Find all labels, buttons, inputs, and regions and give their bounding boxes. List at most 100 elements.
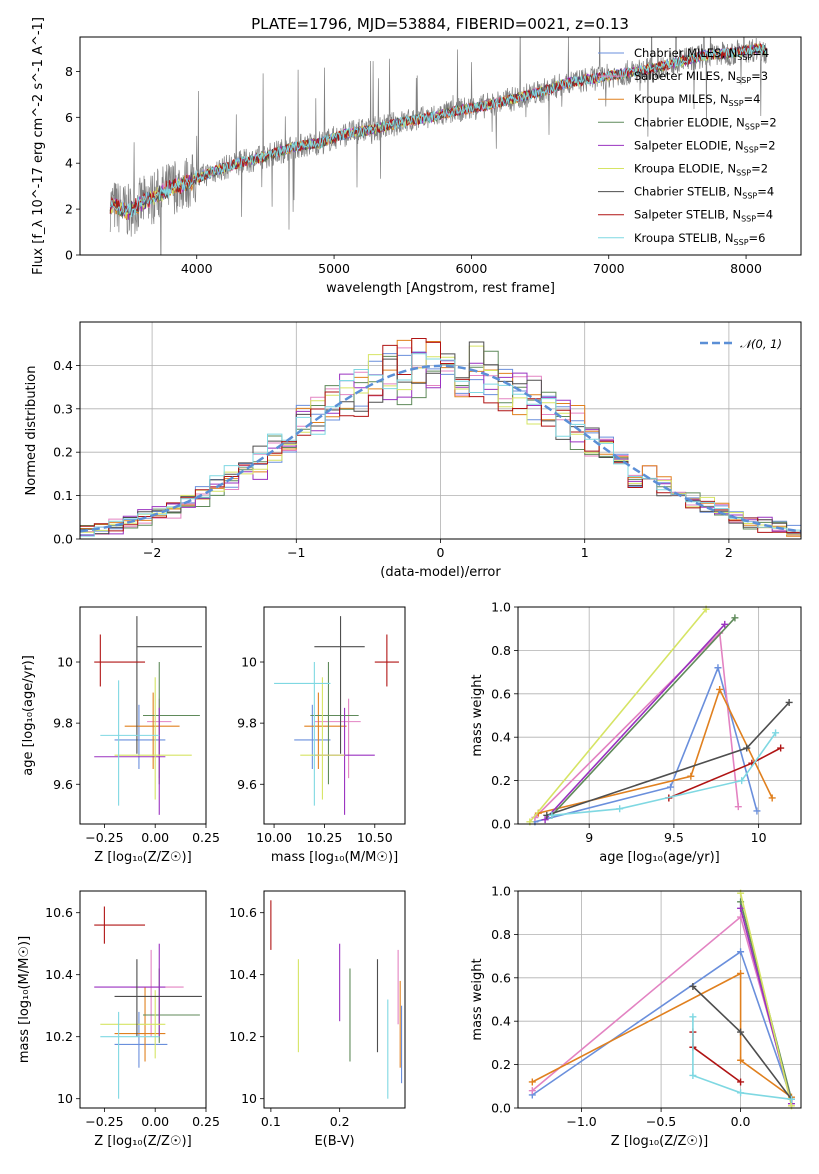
spectrum-frame xyxy=(79,36,802,256)
weight_age-ylabel: mass weight xyxy=(470,674,485,756)
figure-title: PLATE=1796, MJD=53884, FIBERID=0021, z=0… xyxy=(251,15,629,33)
mass-z-panel: −0.25 0.00 0.25 10 10.2 10.4 10.6 Z [log₁₀(Z/Z☉… xyxy=(17,890,220,1149)
residuals-panel: −2 −1 0 1 2 0.0 0.1 0.2 0.3 0.4 (data-model)/error… xyxy=(24,321,802,580)
weight_age-marker-salpeter-stelib-2 xyxy=(777,744,785,752)
age_mass-xtick-label-0: 10.00 xyxy=(256,830,292,845)
weight_age-line-kroupa-miles xyxy=(538,687,773,814)
weight_z-marker-kroupa-stelib-1 xyxy=(689,1071,697,1079)
legend-label-salpeter-elodie: Salpeter ELODIE, NSSP=2 xyxy=(634,138,776,154)
weight_age-marker-chabrier-miles-2 xyxy=(714,664,722,672)
weight_z-marker-chabrier-stelib-0 xyxy=(689,982,697,990)
spectrum-ytick-label-4: 8 xyxy=(65,64,73,79)
residuals-xtick-label-1: −1 xyxy=(287,545,305,560)
age-z-panel: −0.25 0.00 0.25 9.6 9.8 10 Z [log₁₀(Z/Z☉)] age … xyxy=(21,606,220,865)
weight_z-xtick-label-2: 0.0 xyxy=(731,1114,751,1129)
weight_age-marker-kroupa-stelib-3 xyxy=(772,729,780,737)
spectrum-ytick-label-2: 4 xyxy=(65,156,73,171)
spectrum-ytick-label-3: 6 xyxy=(65,110,73,125)
weight_z-line-kroupa-stelib xyxy=(692,1016,792,1101)
weight_age-line-kroupa-elodie xyxy=(529,608,707,823)
spectrum-panel: 4000 5000 6000 7000 8000 0 2 4 6 8 wavelength [Ang… xyxy=(31,17,802,296)
spectrum-ytick-label-1: 2 xyxy=(65,202,73,217)
weight-z-panel: −1.0 −0.5 0.0 0.0 0.2 0.4 0.6 0.8 1.0 Z [log₁₀(Z/… xyxy=(470,884,802,1149)
normal-curve xyxy=(79,364,802,533)
weight_age-ytick-label-2: 0.4 xyxy=(491,730,511,745)
residuals-xtick-label-2: 0 xyxy=(437,545,445,560)
weight_age-marker-kroupa-stelib-1 xyxy=(616,805,624,813)
age_z-xtick-label-2: 0.25 xyxy=(192,830,220,845)
spectrum-xlabel: wavelength [Angstrom, rest frame] xyxy=(326,281,555,296)
weight_age-xlabel: age [log₁₀(age/yr)] xyxy=(599,850,720,865)
residuals-ytick-label-1: 0.1 xyxy=(53,488,73,503)
weight_z-ytick-label-2: 0.4 xyxy=(491,1014,511,1029)
weight_z-marker-kroupa-miles-0 xyxy=(528,1078,536,1086)
weight_z-ytick-label-3: 0.6 xyxy=(491,970,511,985)
weight_age-marker-chabrier-miles-1 xyxy=(667,783,675,791)
weight_age-marker-salpeter-elodie-0 xyxy=(541,816,549,824)
weight_z-xtick-label-1: −0.5 xyxy=(646,1114,676,1129)
spectrum-model-kroupa-stelib xyxy=(109,44,767,218)
weight_z-marker-kroupa-miles-1 xyxy=(737,969,745,977)
legend-label-kroupa-elodie: Kroupa ELODIE, NSSP=2 xyxy=(634,162,768,178)
mass_z-ytick-label-1: 10.2 xyxy=(45,1029,73,1044)
weight_z-ytick-label-1: 0.2 xyxy=(491,1057,511,1072)
weight_age-marker-kroupa-miles-2 xyxy=(716,685,724,693)
weight_age-marker-salpeter-elodie-1 xyxy=(721,620,729,628)
mass_ebv-frame xyxy=(263,890,406,1109)
residuals-ytick-label-3: 0.3 xyxy=(53,401,73,416)
weight_age-xtick-label-1: 9.5 xyxy=(664,830,684,845)
spectrum-xtick-label-0: 4000 xyxy=(181,261,213,276)
weight_age-line-chabrier-miles xyxy=(534,665,758,823)
weight_age-ytick-label-1: 0.2 xyxy=(491,773,511,788)
weight_age-marker-chabrier-stelib-1 xyxy=(743,744,751,752)
age_mass-xtick-label-2: 10.50 xyxy=(357,830,393,845)
age_mass-xlabel: mass [log₁₀(M/M☉)] xyxy=(271,850,398,865)
weight_age-xtick-label-2: 10 xyxy=(751,830,767,845)
mass_ebv-ytick-label-2: 10.4 xyxy=(229,967,257,982)
age_mass-xtick-label-1: 10.25 xyxy=(307,830,343,845)
weight_z-line-chabrier-miles xyxy=(531,950,793,1100)
residuals-ytick-label-0: 0.0 xyxy=(53,532,73,547)
weight_z-xtick-label-0: −1.0 xyxy=(566,1114,596,1129)
weight_age-marker-chabrier-stelib-2 xyxy=(785,698,793,706)
weight_z-marker-salpeter-miles-0 xyxy=(528,1087,536,1095)
weight-age-panel: 9 9.5 10 0.0 0.2 0.4 0.6 0.8 1.0 age [log₁₀(age/y… xyxy=(470,600,802,865)
spectrum-ylabel: Flux [f_λ 10^-17 erg cm^-2 s^-1 A^-1] xyxy=(31,17,46,275)
residuals-ytick-label-2: 0.2 xyxy=(53,445,73,460)
mass_ebv-ytick-label-3: 10.6 xyxy=(229,905,257,920)
weight_z-marker-chabrier-miles-1 xyxy=(737,948,745,956)
weight_age-xtick-label-0: 9 xyxy=(585,830,593,845)
weight_age-marker-kroupa-miles-3 xyxy=(768,794,776,802)
weight_age-marker-kroupa-miles-1 xyxy=(687,772,695,780)
residuals-frame xyxy=(79,321,802,540)
legend-label-salpeter-stelib: Salpeter STELIB, NSSP=4 xyxy=(634,208,773,224)
mass_z-xlabel: Z [log₁₀(Z/Z☉)] xyxy=(94,1134,191,1149)
weight_z-marker-salpeter-stelib-2 xyxy=(737,1078,745,1086)
mass_ebv-xlabel: E(B-V) xyxy=(314,1134,354,1149)
mass-ebv-panel: 0.1 0.2 10 10.2 10.4 10.6 E(B-V) xyxy=(229,890,406,1149)
age_mass-ytick-label-0: 9.6 xyxy=(237,777,257,792)
age_mass-ytick-label-2: 10 xyxy=(241,655,257,670)
weight_z-ytick-label-4: 0.8 xyxy=(491,927,511,942)
weight_age-ytick-label-5: 1.0 xyxy=(491,600,511,615)
weight_age-line-salpeter-elodie xyxy=(544,623,726,821)
mass_ebv-xtick-label-1: 0.2 xyxy=(330,1114,350,1129)
spectrum-xtick-label-3: 7000 xyxy=(593,261,625,276)
age-mass-panel: 10.00 10.25 10.50 9.6 9.8 10 mass [log₁₀(M/M☉)… xyxy=(237,606,406,865)
weight_z-marker-salpeter-elodie-0 xyxy=(737,904,745,912)
mass_ebv-xtick-label-0: 0.1 xyxy=(261,1114,281,1129)
weight_z-line-kroupa-miles xyxy=(531,972,792,1098)
mass_ebv-ytick-label-0: 10 xyxy=(241,1091,257,1106)
mass_z-xtick-label-0: −0.25 xyxy=(85,1114,123,1129)
weight_z-marker-kroupa-stelib-3 xyxy=(787,1095,795,1103)
age_z-xtick-label-0: −0.25 xyxy=(85,830,123,845)
legend-label-salpeter-miles: Salpeter MILES, NSSP=3 xyxy=(634,69,768,85)
weight_age-marker-chabrier-miles-3 xyxy=(753,807,761,815)
residuals-xtick-label-3: 1 xyxy=(581,545,589,560)
mass_z-xtick-label-1: 0.00 xyxy=(141,1114,169,1129)
weight_z-marker-kroupa-miles-2 xyxy=(737,1056,745,1064)
spectrum-ytick-label-0: 0 xyxy=(65,248,73,263)
legend-label-normal: 𝒩(0, 1) xyxy=(740,337,782,351)
spectrum-xtick-label-2: 6000 xyxy=(455,261,487,276)
